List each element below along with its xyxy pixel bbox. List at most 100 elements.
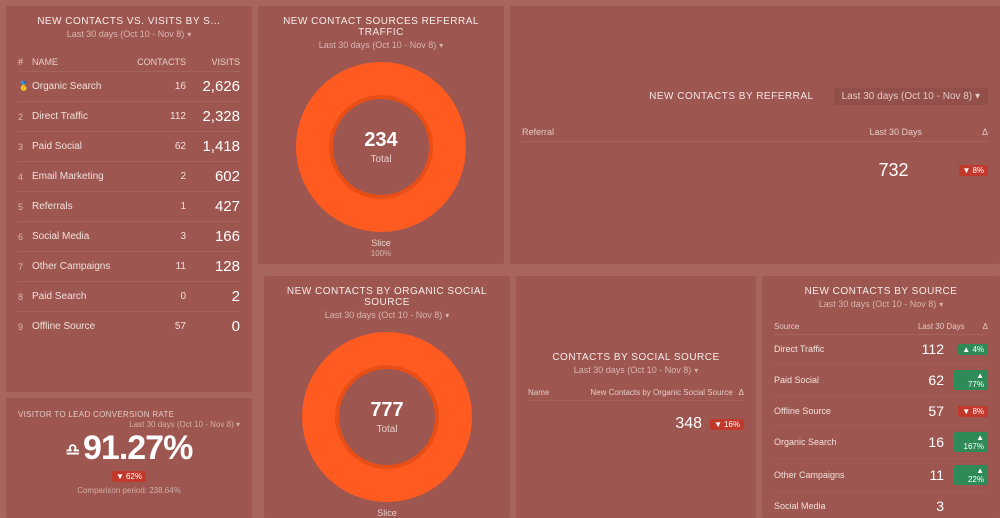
delta-badge: ▼ 8% <box>958 406 988 417</box>
delta-badge: ▲ 22% <box>954 465 988 485</box>
card-referral-traffic-donut: NEW CONTACT SOURCES REFERRAL TRAFFIC Las… <box>258 6 504 264</box>
table-row[interactable]: Direct Traffic112▲ 4% <box>774 335 988 364</box>
table-row[interactable]: 8Paid Search02 <box>18 282 240 312</box>
col-contacts: CONTACTS <box>137 53 186 72</box>
row-rank: 2 <box>18 102 32 132</box>
row-name: Other Campaigns <box>32 252 137 282</box>
col-value: New Contacts by Organic Social Source <box>555 388 732 397</box>
card-contacts-by-social: CONTACTS BY SOCIAL SOURCE Last 30 days (… <box>516 276 756 518</box>
chevron-down-icon: ▾ <box>187 30 191 39</box>
card-organic-social-donut: NEW CONTACTS BY ORGANIC SOCIAL SOURCE La… <box>264 276 510 518</box>
row-visits: 2,328 <box>186 102 240 132</box>
card-contacts-vs-visits: NEW CONTACTS VS. VISITS BY S… Last 30 da… <box>6 6 252 392</box>
col-name: NAME <box>32 53 137 72</box>
row-name: Other Campaigns <box>774 470 845 480</box>
row-visits: 427 <box>186 192 240 222</box>
table-row[interactable]: 2Direct Traffic1122,328 <box>18 102 240 132</box>
scale-icon: ♎︎ <box>66 442 79 459</box>
row-name: Direct Traffic <box>32 102 137 132</box>
row-name: Email Marketing <box>32 162 137 192</box>
row-visits: 0 <box>186 312 240 342</box>
row-value: 11 <box>929 467 944 483</box>
period-selector[interactable]: Last 30 days (Oct 10 - Nov 8)▾ <box>276 310 498 320</box>
card-conversion-rate: VISITOR TO LEAD CONVERSION RATE Last 30 … <box>6 398 252 518</box>
row-contacts: 2 <box>137 162 186 192</box>
table-row[interactable]: 5Referrals1427 <box>18 192 240 222</box>
row-name: Referrals <box>32 192 137 222</box>
donut-slice-label: Slice100% <box>377 508 397 518</box>
card-title: NEW CONTACT SOURCES REFERRAL TRAFFIC <box>270 16 492 38</box>
period-selector[interactable]: Last 30 days (Oct 10 - Nov 8)▾ <box>270 40 492 50</box>
chevron-down-icon: ▾ <box>439 41 443 50</box>
delta-badge: ▼ 16% <box>710 419 744 430</box>
row-name: Direct Traffic <box>774 344 824 354</box>
row-value: 112 <box>922 341 944 357</box>
row-contacts: 11 <box>137 252 186 282</box>
col-name: Referral <box>522 127 554 137</box>
card-title: NEW CONTACTS BY SOURCE <box>774 286 988 297</box>
col-delta: Δ <box>982 127 988 137</box>
row-rank: 5 <box>18 192 32 222</box>
row-name: Offline Source <box>32 312 137 342</box>
table-row[interactable]: 🥇Organic Search162,626 <box>18 72 240 102</box>
chevron-down-icon: ▾ <box>694 366 698 375</box>
period-selector[interactable]: Last 30 days (Oct 10 - Nov 8)▾ <box>528 365 744 375</box>
row-contacts: 16 <box>137 72 186 102</box>
table-row[interactable]: Other Campaigns 11 ▲ 22% <box>774 459 988 492</box>
table-row[interactable]: 3Paid Social621,418 <box>18 132 240 162</box>
row-value: 16 <box>928 434 944 450</box>
table-row[interactable]: 4Email Marketing2602 <box>18 162 240 192</box>
row-name: Organic Search <box>32 72 137 102</box>
row-contacts: 62 <box>137 132 186 162</box>
table-row[interactable]: Paid Social62▲ 77% <box>774 364 988 397</box>
period-selector[interactable]: Last 30 days (Oct 10 - Nov 8) ▾ <box>129 420 240 429</box>
row-visits: 2 <box>186 282 240 312</box>
row-value: 62 <box>928 372 944 388</box>
row-name: Social Media <box>32 222 137 252</box>
chevron-down-icon: ▾ <box>445 311 449 320</box>
chevron-down-icon: ▾ <box>939 300 943 309</box>
col-delta: Δ <box>739 388 744 397</box>
table-row[interactable]: 9Offline Source570 <box>18 312 240 342</box>
donut-chart: 777 Total <box>302 332 472 502</box>
card-contacts-by-source: NEW CONTACTS BY SOURCE Last 30 days (Oct… <box>762 276 1000 518</box>
row-rank: 7 <box>18 252 32 282</box>
card-title: NEW CONTACTS VS. VISITS BY S… <box>18 16 240 27</box>
row-rank: 4 <box>18 162 32 192</box>
donut-chart: 234 Total <box>296 62 466 232</box>
col-name: Source <box>774 322 799 331</box>
row-visits: 2,626 <box>186 72 240 102</box>
delta-badge: ▼ 8% <box>959 165 988 176</box>
row-visits: 128 <box>186 252 240 282</box>
row-visits: 166 <box>186 222 240 252</box>
row-name: Offline Source <box>774 406 831 416</box>
referral-value: 732 <box>878 160 908 181</box>
col-value: Last 30 Days <box>918 322 965 331</box>
row-contacts: 3 <box>137 222 186 252</box>
period-selector[interactable]: Last 30 days (Oct 10 - Nov 8)▾ <box>18 29 240 39</box>
col-name: Name <box>528 388 549 397</box>
row-rank: 9 <box>18 312 32 342</box>
row-contacts: 112 <box>137 102 186 132</box>
col-value: Last 30 Days <box>869 127 922 137</box>
period-selector[interactable]: Last 30 days (Oct 10 - Nov 8)▾ <box>774 299 988 309</box>
row-name: Paid Social <box>774 375 819 385</box>
table-row[interactable]: Social Media3 <box>774 492 988 518</box>
card-title: NEW CONTACTS BY REFERRAL <box>649 91 813 102</box>
row-name: Paid Social <box>32 132 137 162</box>
delta-badge: ▲ 167% <box>954 432 988 452</box>
row-rank: 3 <box>18 132 32 162</box>
row-rank: 🥇 <box>18 72 32 102</box>
table-row[interactable]: 7Other Campaigns11128 <box>18 252 240 282</box>
delta-badge: ▼ 62% <box>112 471 146 482</box>
col-visits: VISITS <box>186 53 240 72</box>
card-title: CONTACTS BY SOCIAL SOURCE <box>528 352 744 363</box>
col-delta: Δ <box>983 322 988 331</box>
row-contacts: 0 <box>137 282 186 312</box>
contacts-vs-visits-table: # NAME CONTACTS VISITS 🥇Organic Search16… <box>18 53 240 341</box>
conversion-value: ♎︎91.27% <box>18 426 240 468</box>
table-row[interactable]: Offline Source57▼ 8% <box>774 397 988 426</box>
period-selector[interactable]: Last 30 days (Oct 10 - Nov 8) ▾ <box>834 88 988 105</box>
table-row[interactable]: 6Social Media3166 <box>18 222 240 252</box>
table-row[interactable]: Organic Search16▲ 167% <box>774 426 988 459</box>
